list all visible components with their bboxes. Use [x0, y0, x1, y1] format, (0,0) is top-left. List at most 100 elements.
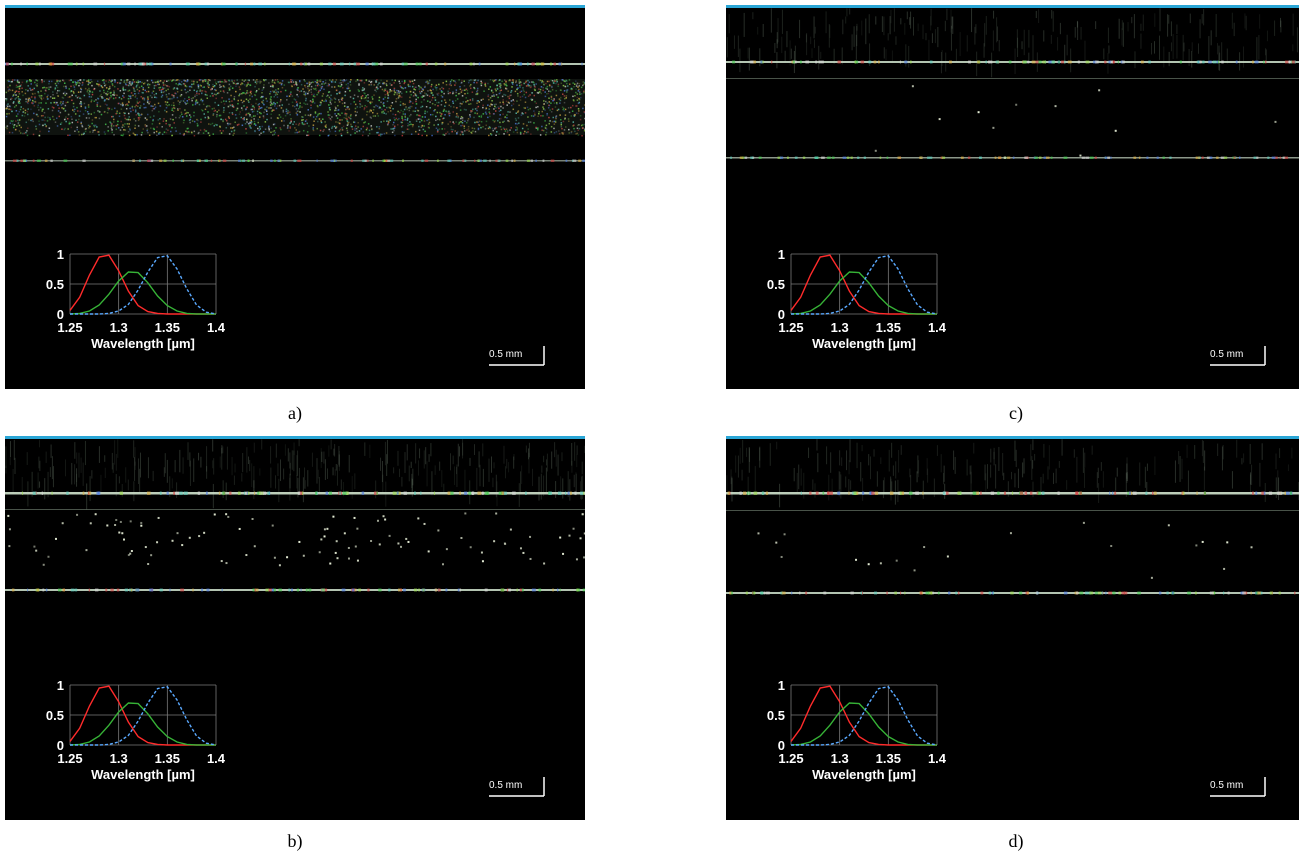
scatter-speckle — [544, 126, 547, 129]
scatter-speckle — [372, 115, 375, 117]
interface-speckle — [521, 588, 524, 592]
interface-speckle — [900, 591, 902, 595]
scatter-speckle — [358, 83, 360, 85]
scatter-speckle — [495, 110, 497, 112]
background-noise — [584, 445, 585, 453]
background-noise — [289, 473, 291, 489]
interface-speckle — [372, 159, 374, 162]
scatter-speckle — [89, 90, 91, 92]
background-noise — [928, 39, 930, 61]
scatter-speckle — [153, 107, 156, 110]
scatter-speckle — [91, 84, 93, 87]
background-noise — [860, 462, 862, 482]
background-noise — [970, 471, 972, 497]
scatter-speckle — [362, 87, 364, 89]
scatter-speckle — [554, 80, 556, 82]
scatter-speckle — [137, 105, 139, 108]
background-noise — [1163, 46, 1165, 68]
scatter-speckle — [289, 122, 291, 124]
background-noise — [1259, 462, 1261, 487]
scatter-speckle — [85, 127, 87, 130]
scatter-speckle — [449, 112, 451, 115]
scatter-speckle — [334, 81, 337, 83]
scatter-particle — [188, 536, 191, 539]
scatter-speckle — [83, 79, 85, 81]
interface-speckle — [166, 491, 169, 495]
background-noise — [940, 454, 942, 473]
background-noise — [246, 447, 248, 473]
scatter-speckle — [71, 94, 73, 97]
background-noise — [811, 48, 813, 59]
interface-speckle — [1212, 591, 1214, 595]
background-noise — [431, 471, 433, 496]
scatter-speckle — [346, 107, 349, 110]
background-noise — [1122, 22, 1124, 47]
scatter-speckle — [248, 112, 250, 115]
scatter-speckle — [550, 96, 553, 98]
scatter-speckle — [312, 81, 314, 84]
scatter-speckle — [246, 112, 248, 115]
interface-speckle — [134, 62, 136, 66]
interface-speckle — [474, 159, 476, 162]
background-noise — [770, 8, 772, 33]
scatter-speckle — [524, 107, 526, 109]
scatter-speckle — [33, 87, 36, 90]
scatter-speckle — [29, 99, 32, 101]
background-noise — [1258, 35, 1260, 60]
interface-speckle — [87, 491, 90, 495]
scatter-speckle — [248, 101, 250, 103]
scatter-speckle — [423, 120, 426, 122]
scatter-speckle — [509, 79, 512, 82]
scatter-speckle — [449, 91, 451, 94]
scatter-speckle — [34, 96, 36, 98]
background-noise — [508, 462, 510, 473]
scatter-speckle — [383, 105, 386, 107]
scatter-particle — [356, 559, 359, 562]
scatter-speckle — [208, 134, 211, 137]
scatter-speckle — [41, 119, 43, 121]
scatter-speckle — [42, 87, 44, 89]
scatter-speckle — [489, 112, 491, 115]
background-noise — [906, 11, 908, 20]
scatter-speckle — [447, 92, 450, 95]
background-noise — [1251, 464, 1253, 485]
scatter-speckle — [110, 80, 112, 83]
interface-speckle — [540, 62, 545, 66]
scatter-speckle — [415, 95, 418, 97]
scatter-speckle — [276, 79, 279, 81]
scatter-speckle — [98, 117, 101, 120]
background-noise — [814, 483, 816, 498]
scatter-speckle — [147, 96, 149, 98]
background-noise — [576, 445, 578, 455]
scatter-speckle — [143, 97, 146, 100]
background-noise — [1022, 462, 1024, 478]
scatter-speckle — [511, 79, 514, 81]
scatter-speckle — [93, 125, 96, 128]
scatter-speckle — [432, 113, 434, 116]
scatter-speckle — [451, 79, 453, 81]
background-noise — [1021, 41, 1023, 50]
interface-speckle — [299, 491, 304, 495]
scatter-speckle — [511, 83, 514, 85]
background-noise — [1292, 13, 1294, 36]
scatter-speckle — [531, 98, 534, 101]
background-noise — [1231, 471, 1233, 489]
scatter-speckle — [405, 91, 408, 93]
interface-speckle — [584, 491, 585, 495]
scatter-speckle — [401, 119, 404, 121]
scatter-speckle — [79, 82, 81, 85]
background-noise — [971, 8, 973, 33]
scatter-speckle — [550, 131, 553, 133]
scatter-speckle — [477, 105, 480, 108]
scatter-speckle — [105, 80, 107, 82]
scatter-speckle — [43, 111, 46, 114]
scatter-speckle — [370, 125, 372, 128]
interface-speckle — [561, 62, 563, 66]
scatter-speckle — [471, 91, 474, 93]
scatter-speckle — [404, 116, 407, 118]
scatter-speckle — [178, 116, 181, 119]
scatter-speckle — [30, 89, 32, 91]
scatter-speckle — [202, 103, 205, 106]
scatter-speckle — [564, 114, 567, 116]
background-noise — [382, 474, 384, 493]
